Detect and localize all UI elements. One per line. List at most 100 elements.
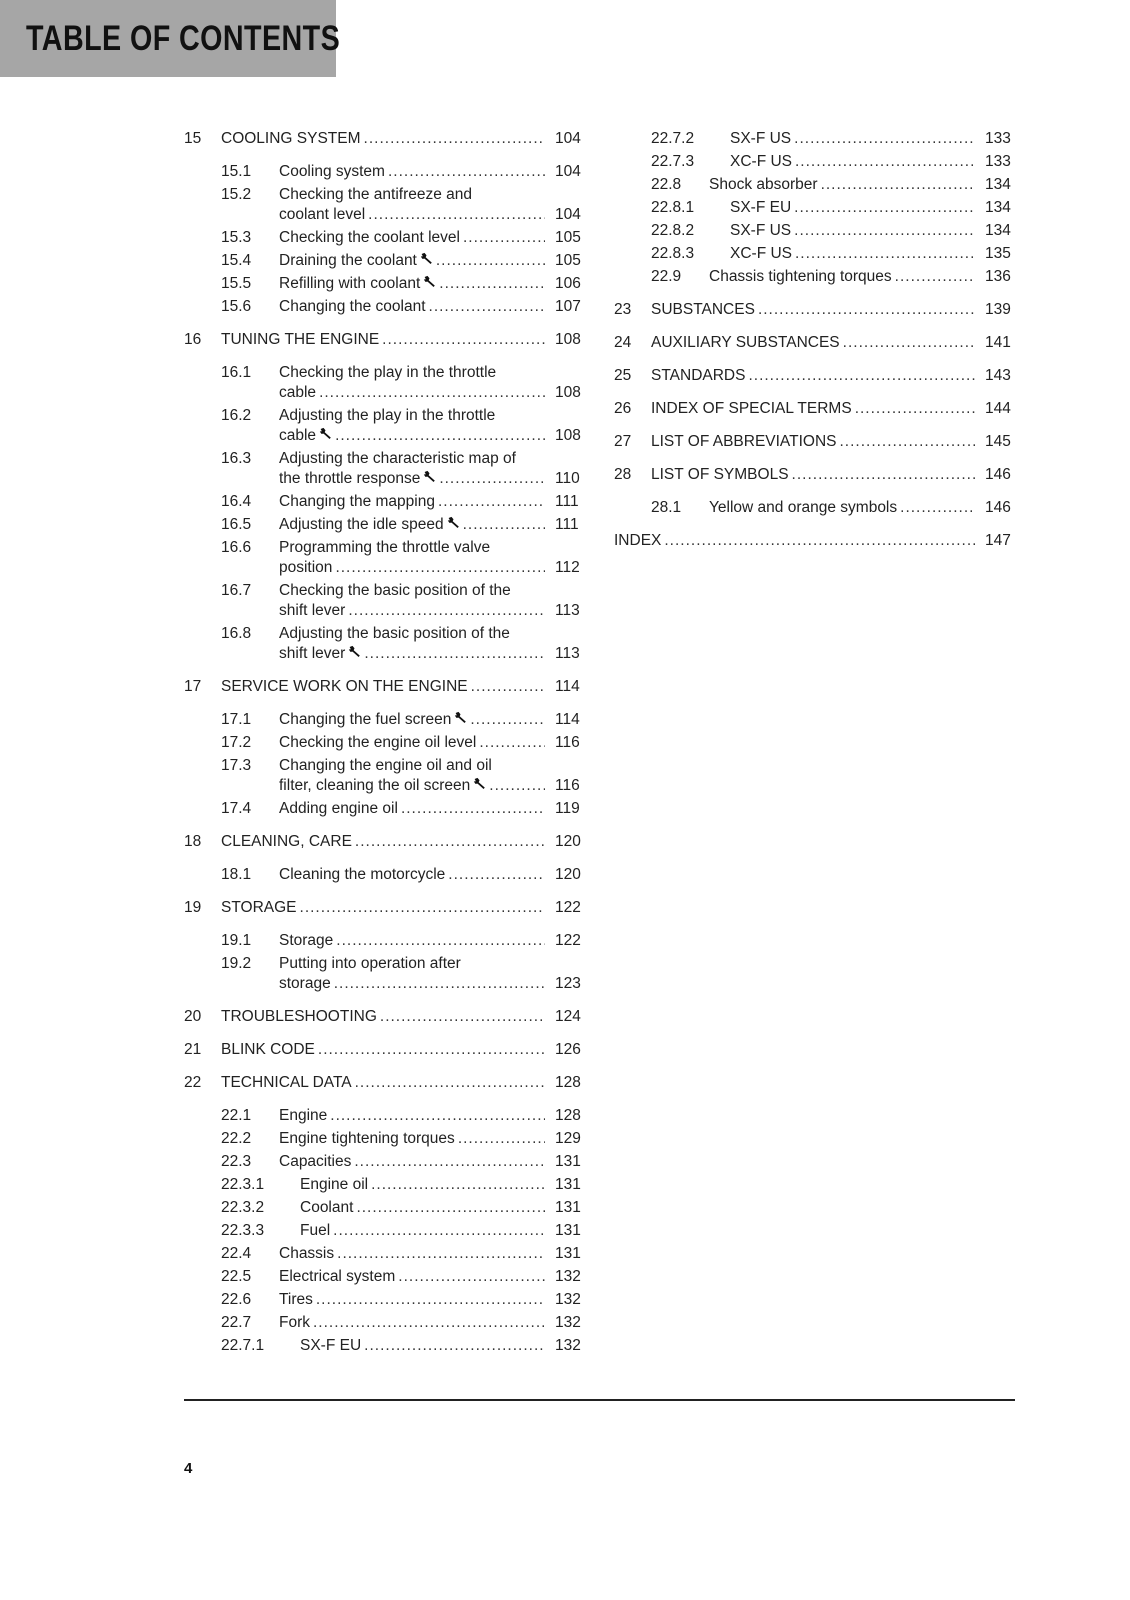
toc-entry[interactable]: 22.7.1 SX-F EU 132 (184, 1334, 585, 1357)
toc-entry[interactable]: 22.6 Tires 132 (184, 1288, 585, 1311)
wrench-icon (348, 644, 361, 657)
entry-number: 22.7 (221, 1313, 252, 1331)
toc-entry[interactable]: 25 STANDARDS 143 (614, 364, 1015, 387)
toc-entry[interactable]: 19.2 Putting into operation after storage 1… (184, 952, 585, 995)
toc-entry[interactable]: 22.7.3 XC-F US 133 (614, 150, 1015, 173)
toc-entry[interactable]: 22.3 Capacities 131 (184, 1150, 585, 1173)
toc-entry[interactable]: 22 TECHNICAL DATA 128 (184, 1071, 585, 1094)
dot-leader (795, 244, 975, 264)
toc-entry[interactable]: 17.4 Adding engine oil 119 (184, 797, 585, 820)
toc-entry[interactable]: 16.1 Checking the play in the throttle cab… (184, 361, 585, 404)
toc-entry[interactable]: 18.1 Cleaning the motorcycle 120 (184, 863, 585, 886)
dot-leader (458, 1129, 545, 1149)
entry-title: Coolant (300, 1198, 354, 1216)
entry-title: Adjusting the characteristic map of (279, 449, 516, 467)
dot-leader (334, 974, 545, 994)
toc-entry[interactable]: 22.8.2 SX-F US 134 (614, 219, 1015, 242)
dot-leader (855, 399, 975, 419)
entry-number: 15.2 (221, 185, 252, 203)
dot-leader (900, 498, 975, 518)
dot-leader (313, 1313, 545, 1333)
toc-entry[interactable]: 22.3.3 Fuel 131 (184, 1219, 585, 1242)
toc-entry[interactable]: 22.3.1 Engine oil 131 (184, 1173, 585, 1196)
toc-entry[interactable]: 28.1 Yellow and orange symbols 146 (614, 496, 1015, 519)
toc-entry[interactable]: 16.3 Adjusting the characteristic map of t… (184, 447, 585, 490)
toc-entry[interactable]: 15.6 Changing the coolant 107 (184, 295, 585, 318)
toc-entry[interactable]: 22.8.3 XC-F US 135 (614, 242, 1015, 265)
wrench-icon (454, 710, 467, 723)
toc-entry[interactable]: 16.5 Adjusting the idle speed 111 (184, 513, 585, 536)
toc-entry[interactable]: 15.2 Checking the antifreeze and coolant l… (184, 183, 585, 226)
entry-page: 145 (985, 432, 1011, 450)
entry-page: 111 (555, 492, 579, 510)
toc-entry[interactable]: 17.2 Checking the engine oil level 116 (184, 731, 585, 754)
entry-title: INDEX OF SPECIAL TERMS (651, 399, 852, 417)
toc-entry[interactable]: 22.7.2 SX-F US 133 (614, 127, 1015, 150)
entry-number: 17.3 (221, 756, 252, 774)
toc-entry[interactable]: 22.9 Chassis tightening torques 136 (614, 265, 1015, 288)
entry-page: 131 (555, 1244, 581, 1262)
entry-title: TUNING THE ENGINE (221, 330, 380, 348)
toc-entry[interactable]: 22.4 Chassis 131 (184, 1242, 585, 1265)
toc-entry[interactable]: 22.3.2 Coolant 131 (184, 1196, 585, 1219)
toc-entry[interactable]: 15.3 Checking the coolant level 105 (184, 226, 585, 249)
entry-number: 22.8.1 (651, 198, 695, 216)
toc-entry[interactable]: 16.6 Programming the throttle valve positi… (184, 536, 585, 579)
toc-entry[interactable]: INDEX 147 (614, 529, 1015, 552)
entry-number: 18.1 (221, 865, 252, 883)
toc-entry[interactable]: 15.4 Draining the coolant 105 (184, 249, 585, 272)
toc-entry[interactable]: 22.2 Engine tightening torques 129 (184, 1127, 585, 1150)
wrench-icon (420, 251, 433, 264)
dot-leader (794, 198, 975, 218)
toc-entry[interactable]: 16.2 Adjusting the play in the throttle ca… (184, 404, 585, 447)
toc-column-left: 15 COOLING SYSTEM 104 15.1 Cooling system 104… (184, 127, 585, 1357)
entry-page: 105 (555, 251, 581, 269)
dot-leader (333, 1221, 545, 1241)
toc-entry[interactable]: 22.8 Shock absorber 134 (614, 173, 1015, 196)
dot-leader (794, 221, 975, 241)
toc-entry[interactable]: 19 STORAGE 122 (184, 896, 585, 919)
toc-entry[interactable]: 27 LIST OF ABBREVIATIONS 145 (614, 430, 1015, 453)
toc-entry[interactable]: 17.3 Changing the engine oil and oil filte… (184, 754, 585, 797)
wrench-icon (319, 426, 332, 439)
dot-leader (439, 469, 545, 489)
toc-entry[interactable]: 16 TUNING THE ENGINE 108 (184, 328, 585, 351)
toc-entry[interactable]: 22.1 Engine 128 (184, 1104, 585, 1127)
toc-entry[interactable]: 26 INDEX OF SPECIAL TERMS 144 (614, 397, 1015, 420)
entry-number: 16.8 (221, 624, 252, 642)
toc-entry[interactable]: 22.5 Electrical system 132 (184, 1265, 585, 1288)
toc-entry[interactable]: 24 AUXILIARY SUBSTANCES 141 (614, 331, 1015, 354)
entry-page: 146 (985, 465, 1011, 483)
dot-leader (794, 129, 975, 149)
toc-entry[interactable]: 17 SERVICE WORK ON THE ENGINE 114 (184, 675, 585, 698)
dot-leader (337, 1244, 545, 1264)
entry-page: 120 (555, 865, 581, 883)
toc-entry[interactable]: 19.1 Storage 122 (184, 929, 585, 952)
entry-number: 22.8.2 (651, 221, 695, 239)
entry-number: 19.1 (221, 931, 252, 949)
entry-number: 22.3.1 (221, 1175, 265, 1193)
toc-entry[interactable]: 20 TROUBLESHOOTING 124 (184, 1005, 585, 1028)
toc-entry[interactable]: 22.8.1 SX-F EU 134 (614, 196, 1015, 219)
toc-entry[interactable]: 15 COOLING SYSTEM 104 (184, 127, 585, 150)
entry-title: shift lever (279, 601, 346, 619)
dot-leader (319, 383, 545, 403)
dot-leader (368, 205, 545, 225)
toc-entry[interactable]: 23 SUBSTANCES 139 (614, 298, 1015, 321)
toc-entry[interactable]: 16.7 Checking the basic position of the sh… (184, 579, 585, 622)
dot-leader (429, 297, 545, 317)
toc-entry[interactable]: 22.7 Fork 132 (184, 1311, 585, 1334)
toc-entry[interactable]: 21 BLINK CODE 126 (184, 1038, 585, 1061)
toc-entry[interactable]: 17.1 Changing the fuel screen 114 (184, 708, 585, 731)
dot-leader (364, 129, 545, 149)
entry-title: Putting into operation after (279, 954, 461, 972)
footer-divider (184, 1399, 1015, 1401)
toc-entry[interactable]: 18 CLEANING, CARE 120 (184, 830, 585, 853)
toc-entry[interactable]: 15.1 Cooling system 104 (184, 160, 585, 183)
toc-entry[interactable]: 28 LIST OF SYMBOLS 146 (614, 463, 1015, 486)
toc-entry[interactable]: 16.8 Adjusting the basic position of the s… (184, 622, 585, 665)
dot-leader (758, 300, 975, 320)
wrench-icon (473, 776, 486, 789)
toc-entry[interactable]: 16.4 Changing the mapping 111 (184, 490, 585, 513)
toc-entry[interactable]: 15.5 Refilling with coolant 106 (184, 272, 585, 295)
